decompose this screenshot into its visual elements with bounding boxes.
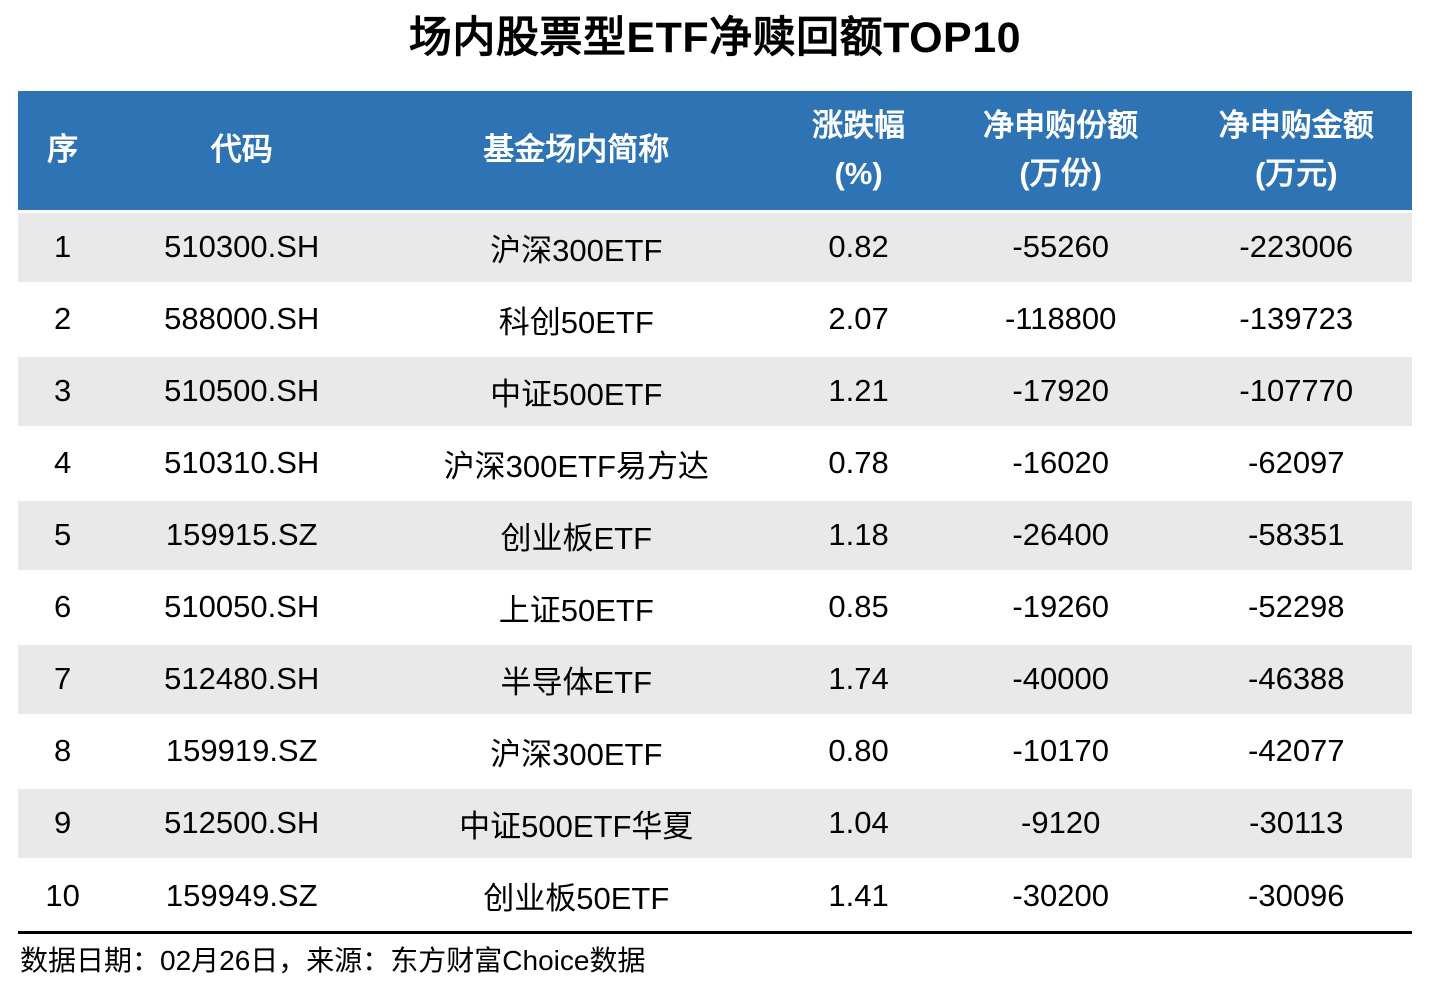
cell-change-pct: 0.82 [776, 209, 941, 283]
col-header-rank: 序 [18, 91, 108, 211]
cell-change-pct: 1.18 [776, 497, 941, 571]
cell-change-pct: 1.41 [776, 857, 941, 931]
cell-code: 512480.SH [107, 641, 377, 715]
cell-rank: 1 [18, 209, 108, 283]
table-row: 5 159915.SZ 创业板ETF 1.18 -26400 -58351 [18, 497, 1412, 571]
col-header-code-label: 代码 [210, 132, 273, 168]
cell-code: 159915.SZ [107, 497, 377, 571]
cell-net-sub-amount: -30113 [1180, 785, 1412, 859]
table-row: 9 512500.SH 中证500ETF华夏 1.04 -9120 -30113 [18, 785, 1412, 859]
cell-change-pct: 0.80 [776, 713, 941, 787]
table-row: 10 159949.SZ 创业板50ETF 1.41 -30200 -30096 [18, 857, 1412, 931]
cell-net-sub-amount: -52298 [1180, 569, 1412, 643]
cell-net-sub-amount: -107770 [1180, 353, 1412, 427]
col-header-fund-name-label: 基金场内简称 [483, 132, 670, 168]
col-header-code: 代码 [107, 91, 377, 211]
col-header-rank-label: 序 [47, 132, 79, 168]
cell-rank: 2 [18, 281, 108, 355]
cell-net-sub-shares: -9120 [940, 785, 1181, 859]
cell-fund-name: 中证500ETF华夏 [376, 785, 777, 859]
cell-fund-name: 中证500ETF [376, 353, 777, 427]
col-header-net-sub-amount: 净申购金额 (万元) [1180, 91, 1412, 211]
cell-change-pct: 2.07 [776, 281, 941, 355]
cell-change-pct: 0.78 [776, 425, 941, 499]
cell-net-sub-amount: -58351 [1180, 497, 1412, 571]
table-row: 8 159919.SZ 沪深300ETF 0.80 -10170 -42077 [18, 713, 1412, 787]
cell-rank: 9 [18, 785, 108, 859]
cell-change-pct: 1.74 [776, 641, 941, 715]
page-title: 场内股票型ETF净赎回额TOP10 [408, 14, 1022, 62]
cell-change-pct: 1.04 [776, 785, 941, 859]
cell-code: 510050.SH [107, 569, 377, 643]
cell-change-pct: 0.85 [776, 569, 941, 643]
table-body: 1 510300.SH 沪深300ETF 0.82 -55260 -223006 2 5880… [18, 209, 1412, 931]
cell-code: 510310.SH [107, 425, 377, 499]
cell-fund-name: 半导体ETF [376, 641, 777, 715]
cell-net-sub-shares: -55260 [940, 209, 1181, 283]
cell-net-sub-shares: -30200 [940, 857, 1181, 931]
cell-net-sub-amount: -42077 [1180, 713, 1412, 787]
cell-fund-name: 科创50ETF [376, 281, 777, 355]
footer-source-text: 数据日期：02月26日，来源：东方财富Choice数据 [20, 945, 646, 976]
cell-rank: 8 [18, 713, 108, 787]
cell-net-sub-shares: -16020 [940, 425, 1181, 499]
cell-code: 159919.SZ [107, 713, 377, 787]
col-header-change-pct: 涨跌幅 (%) [776, 91, 941, 211]
cell-fund-name: 沪深300ETF [376, 209, 777, 283]
cell-net-sub-amount: -139723 [1180, 281, 1412, 355]
table-row: 7 512480.SH 半导体ETF 1.74 -40000 -46388 [18, 641, 1412, 715]
col-header-change-pct-label: 涨跌幅 [812, 108, 906, 144]
cell-net-sub-shares: -26400 [940, 497, 1181, 571]
cell-fund-name: 上证50ETF [376, 569, 777, 643]
table-header: 序 代码 基金场内简称 涨跌幅 (%) [18, 91, 1412, 211]
table-row: 2 588000.SH 科创50ETF 2.07 -118800 -139723 [18, 281, 1412, 355]
cell-net-sub-amount: -223006 [1180, 209, 1412, 283]
cell-code: 588000.SH [107, 281, 377, 355]
cell-rank: 7 [18, 641, 108, 715]
cell-rank: 3 [18, 353, 108, 427]
table-row: 3 510500.SH 中证500ETF 1.21 -17920 -107770 [18, 353, 1412, 427]
table-row: 4 510310.SH 沪深300ETF易方达 0.78 -16020 -62097 [18, 425, 1412, 499]
cell-net-sub-shares: -10170 [940, 713, 1181, 787]
cell-fund-name: 创业板ETF [376, 497, 777, 571]
cell-net-sub-shares: -40000 [940, 641, 1181, 715]
cell-net-sub-amount: -62097 [1180, 425, 1412, 499]
col-header-net-sub-shares: 净申购份额 (万份) [940, 91, 1181, 211]
footer: 数据日期：02月26日，来源：东方财富Choice数据 [18, 931, 1412, 980]
cell-fund-name: 沪深300ETF [376, 713, 777, 787]
cell-rank: 5 [18, 497, 108, 571]
col-header-fund-name: 基金场内简称 [376, 91, 777, 211]
col-header-net-sub-shares-label: 净申购份额 [983, 108, 1139, 144]
header-row: 序 代码 基金场内简称 涨跌幅 (%) [18, 91, 1412, 211]
cell-net-sub-amount: -46388 [1180, 641, 1412, 715]
cell-code: 159949.SZ [107, 857, 377, 931]
cell-net-sub-shares: -19260 [940, 569, 1181, 643]
col-header-net-sub-amount-unit: (万元) [1254, 156, 1338, 192]
col-header-net-sub-shares-unit: (万份) [1019, 156, 1102, 192]
cell-rank: 4 [18, 425, 108, 499]
etf-table: 序 代码 基金场内简称 涨跌幅 (%) [18, 91, 1412, 931]
cell-net-sub-amount: -30096 [1180, 857, 1412, 931]
col-header-change-pct-unit: (%) [834, 156, 883, 192]
etf-table-container: 序 代码 基金场内简称 涨跌幅 (%) [18, 91, 1412, 931]
cell-net-sub-shares: -17920 [940, 353, 1181, 427]
cell-rank: 6 [18, 569, 108, 643]
cell-fund-name: 创业板50ETF [376, 857, 777, 931]
cell-change-pct: 1.21 [776, 353, 941, 427]
cell-code: 510500.SH [107, 353, 377, 427]
cell-net-sub-shares: -118800 [940, 281, 1181, 355]
cell-code: 512500.SH [107, 785, 377, 859]
cell-code: 510300.SH [107, 209, 377, 283]
table-row: 1 510300.SH 沪深300ETF 0.82 -55260 -223006 [18, 209, 1412, 283]
col-header-net-sub-amount-label: 净申购金额 [1218, 108, 1374, 144]
table-row: 6 510050.SH 上证50ETF 0.85 -19260 -52298 [18, 569, 1412, 643]
cell-rank: 10 [18, 857, 108, 931]
cell-fund-name: 沪深300ETF易方达 [376, 425, 777, 499]
